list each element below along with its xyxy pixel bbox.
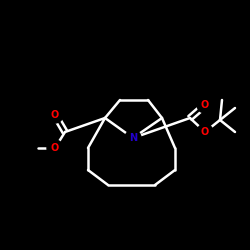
- Text: O: O: [51, 143, 59, 153]
- Circle shape: [197, 97, 213, 113]
- Circle shape: [47, 107, 63, 123]
- Circle shape: [47, 140, 63, 156]
- Circle shape: [197, 124, 213, 140]
- Circle shape: [125, 130, 141, 146]
- Text: O: O: [201, 100, 209, 110]
- Text: N: N: [129, 133, 137, 143]
- Text: O: O: [201, 127, 209, 137]
- Text: O: O: [51, 110, 59, 120]
